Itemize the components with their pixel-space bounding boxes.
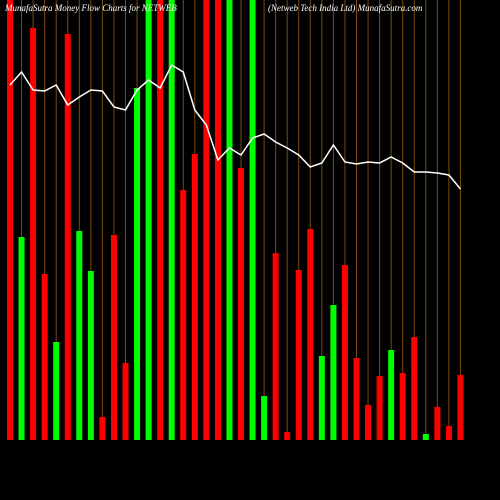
bar <box>41 274 48 440</box>
bar <box>422 434 429 440</box>
bar <box>134 88 141 440</box>
bar <box>307 229 314 440</box>
bar <box>122 363 129 440</box>
bar <box>399 373 406 440</box>
bar <box>376 376 383 440</box>
bar <box>180 190 187 440</box>
bar <box>411 337 418 440</box>
bar <box>295 270 302 440</box>
bar <box>30 28 37 440</box>
bar <box>353 358 360 440</box>
chart-subtitle: (Netweb Tech India Ltd) MunafaSutra.com <box>268 3 423 13</box>
bar <box>87 271 94 440</box>
bar <box>261 396 268 440</box>
bar <box>434 407 441 440</box>
bar <box>445 426 452 440</box>
money-flow-line <box>9 63 462 190</box>
bar <box>203 0 210 440</box>
bar <box>318 356 325 440</box>
bar <box>284 432 291 440</box>
bar <box>457 375 464 440</box>
bar <box>341 265 348 440</box>
bar <box>330 305 337 440</box>
bar <box>214 0 221 440</box>
bar <box>226 0 233 440</box>
bar <box>249 0 256 440</box>
bar <box>191 154 198 440</box>
bar <box>7 0 13 440</box>
bar <box>53 342 60 440</box>
bar <box>238 168 244 440</box>
bar <box>272 253 279 440</box>
bar <box>110 235 117 440</box>
bar <box>388 350 395 440</box>
bar <box>64 34 71 440</box>
bar <box>76 231 83 440</box>
bar <box>365 405 372 440</box>
bar <box>168 0 175 440</box>
bar <box>99 417 106 440</box>
plot-area <box>7 0 464 440</box>
bar <box>18 237 25 440</box>
chart-title: MunafaSutra Money Flow Charts for NETWEB <box>4 3 177 13</box>
bar <box>145 0 152 440</box>
bar <box>157 0 164 440</box>
